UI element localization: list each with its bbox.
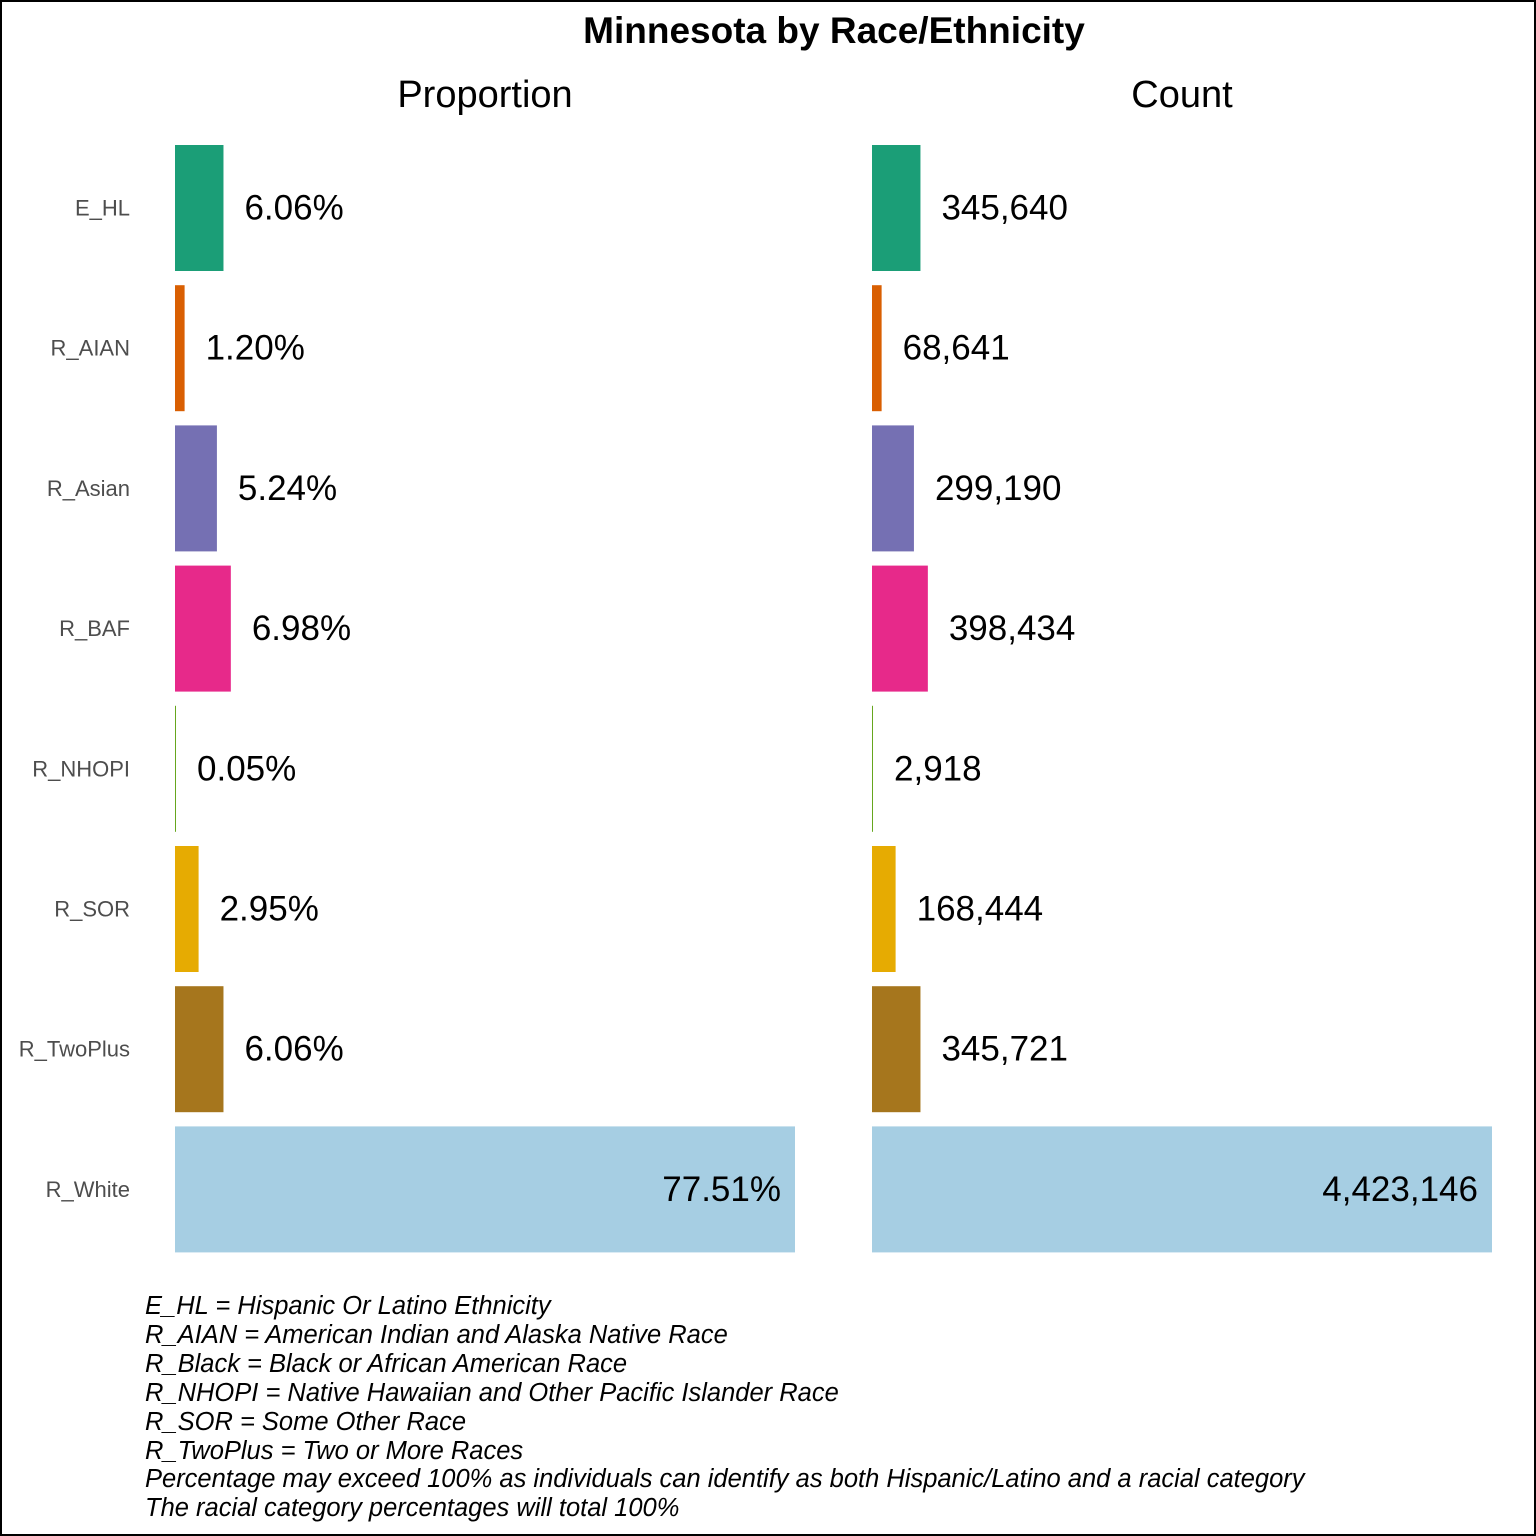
data-label: 2.95% [220,890,319,929]
bar-r_asian-proportion [175,425,217,552]
category-label: E_HL [75,196,130,221]
footnote-line: R_NHOPI = Native Hawaiian and Other Paci… [145,1378,839,1407]
category-label: R_White [46,1177,130,1202]
data-label: 345,721 [941,1030,1068,1069]
bar-r_aian-proportion [175,285,185,412]
category-label: R_NHOPI [32,756,130,781]
category-label: R_AIAN [51,336,130,361]
panel-title-count: Count [1131,74,1233,116]
footnote-line: R_AIAN = American Indian and Alaska Nati… [145,1320,728,1349]
category-label: R_BAF [59,616,130,641]
data-label: 1.20% [206,329,305,368]
bar-r_baf-count [872,565,928,692]
category-label: R_SOR [54,897,130,922]
bar-r_white-count [872,1126,1492,1253]
bar-r_sor-proportion [175,846,199,972]
data-label: 6.98% [252,609,351,648]
panel-title-proportion: Proportion [397,74,573,116]
data-label: 299,190 [935,469,1062,508]
footnote-line: E_HL = Hispanic Or Latino Ethnicity [145,1292,551,1320]
bar-r_asian-count [872,425,914,552]
footnotes: E_HL = Hispanic Or Latino Ethnicity R_AI… [145,1292,1305,1523]
data-label: 345,640 [941,189,1068,228]
data-label: 68,641 [903,329,1010,368]
data-label: 6.06% [244,1030,343,1069]
bar-r_nhopi-count [872,705,873,832]
data-label: 77.51% [662,1170,781,1209]
bar-r_twoplus-proportion [175,986,224,1113]
chart-title: Minnesota by Race/Ethnicity [583,10,1085,51]
bar-r_nhopi-proportion [175,705,176,832]
category-label: R_TwoPlus [19,1037,130,1062]
bar-r_twoplus-count [872,986,921,1113]
footnote-line: R_SOR = Some Other Race [145,1407,467,1436]
data-label: 168,444 [917,890,1044,929]
data-label: 398,434 [949,609,1076,648]
bar-e_hl-proportion [175,145,224,271]
bar-r_aian-count [872,285,882,412]
bar-r_baf-proportion [175,565,231,692]
data-label: 5.24% [238,469,337,508]
footnote-line: R_TwoPlus = Two or More Races [145,1436,524,1465]
footnote-line: The racial category percentages will tot… [145,1494,680,1523]
bar-r_white-proportion [175,1126,795,1253]
data-label: 0.05% [197,749,296,788]
data-label: 2,918 [894,749,982,788]
category-label: R_Asian [47,476,130,501]
data-label: 4,423,146 [1322,1170,1478,1209]
footnote-line: Percentage may exceed 100% as individual… [145,1465,1305,1494]
bar-r_sor-count [872,846,896,972]
data-label: 6.06% [244,189,343,228]
bar-e_hl-count [872,145,921,271]
footnote-line: R_Black = Black or African American Race [145,1349,628,1378]
